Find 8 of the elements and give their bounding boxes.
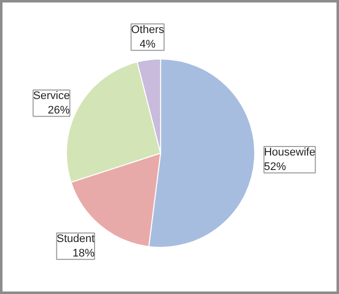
data-label: 52%: [264, 160, 286, 173]
data-label: 26%: [48, 104, 70, 116]
data-label: 4%: [140, 38, 156, 50]
slice-label: Housewife: [264, 146, 316, 158]
slice-label: Service: [33, 90, 70, 102]
slice-label: Student: [56, 233, 95, 246]
slice-label: Others: [131, 24, 165, 36]
data-label: 18%: [72, 247, 95, 260]
